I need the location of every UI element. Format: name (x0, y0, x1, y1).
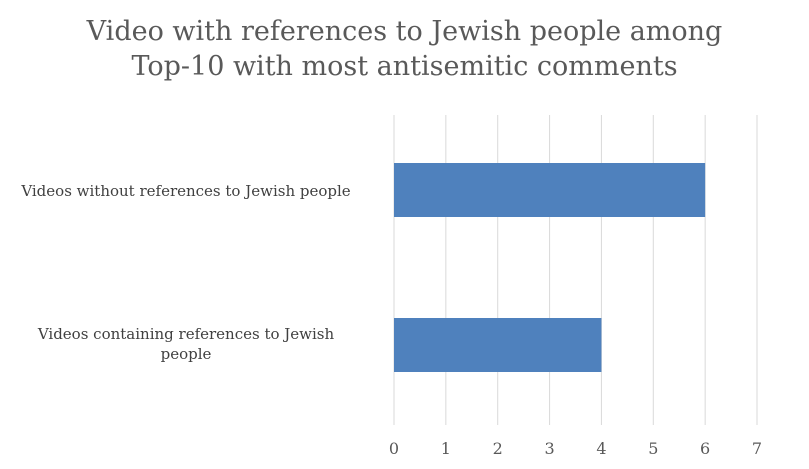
x-tick-label: 0 (389, 439, 399, 458)
chart-title: Video with references to Jewish people a… (0, 14, 809, 84)
x-tick-label: 4 (596, 439, 606, 458)
category-label-line: people (160, 345, 212, 363)
category-label-line: Videos containing references to Jewish (37, 325, 335, 343)
x-tick-label: 2 (493, 439, 503, 458)
x-tick-label: 6 (700, 439, 710, 458)
x-tick-label: 5 (648, 439, 658, 458)
x-tick-label: 1 (441, 439, 451, 458)
bar (394, 318, 602, 372)
category-label-line: Videos without references to Jewish peop… (21, 182, 351, 200)
x-tick-label: 3 (544, 439, 554, 458)
category-label-without-references: Videos without references to Jewish peop… (0, 181, 376, 201)
chart-title-line-2: Top-10 with most antisemitic comments (131, 51, 678, 82)
x-tick-label: 7 (752, 439, 762, 458)
chart-title-line-1: Video with references to Jewish people a… (86, 16, 723, 47)
bar (394, 163, 706, 217)
category-label-containing-references: Videos containing references to Jewish p… (0, 324, 376, 364)
